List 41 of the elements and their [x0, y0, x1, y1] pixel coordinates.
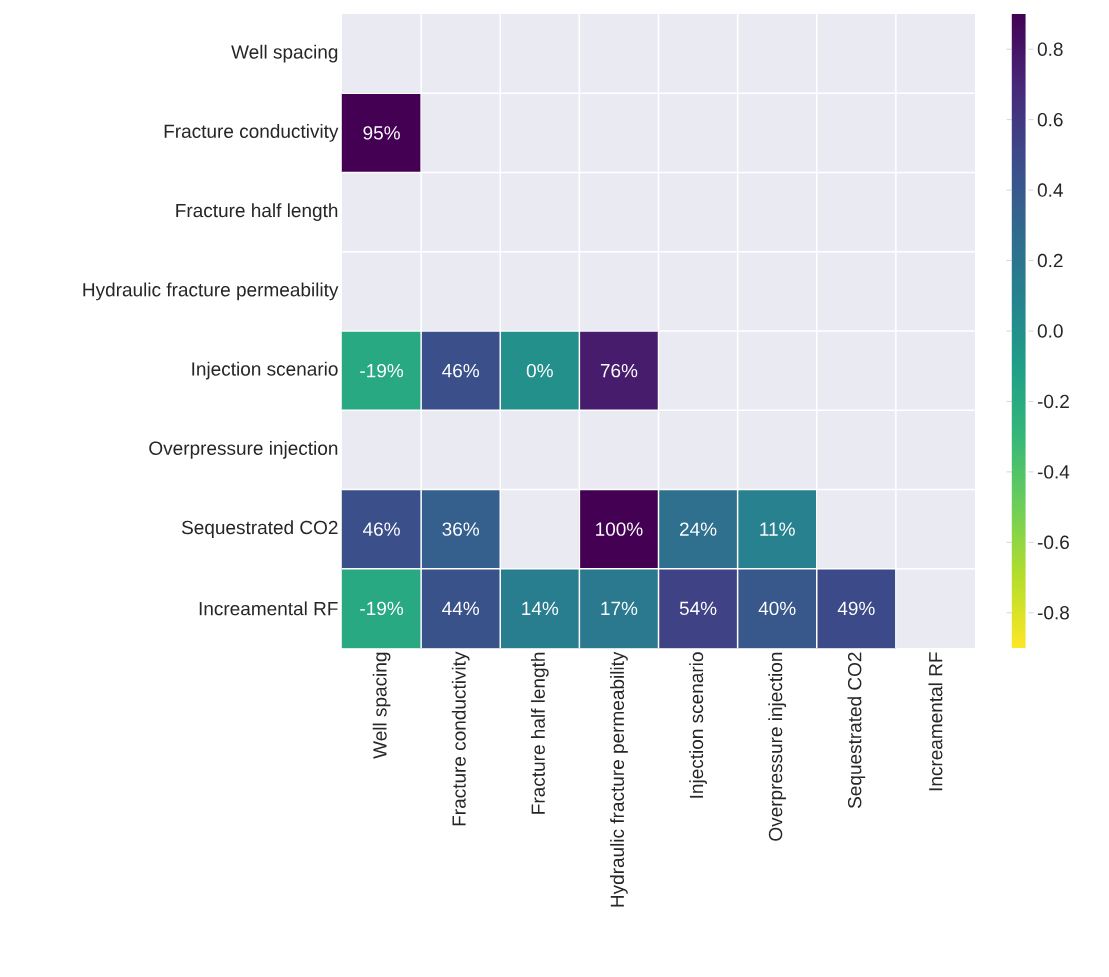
data-label: 100%: [596, 522, 643, 536]
data-label: -19%: [360, 363, 404, 378]
data-label: 54%: [679, 601, 717, 616]
color-bar-label: -0.2: [1037, 394, 1069, 409]
color-bar-label: 0.2: [1037, 253, 1063, 268]
y-tick-label: Hydraulic fracture permeability: [83, 282, 339, 301]
x-tick-label: Fracture half length: [530, 652, 549, 814]
data-label: 46%: [442, 363, 480, 378]
x-tick-label: Hydraulic fracture permeability: [610, 651, 628, 907]
x-tick-label: Sequestrated CO2: [847, 652, 866, 809]
color-bar-label: 0.8: [1037, 42, 1063, 56]
data-label: 49%: [837, 601, 875, 616]
data-label: 36%: [442, 522, 480, 536]
data-label: 24%: [680, 522, 717, 536]
data-label: 40%: [758, 601, 796, 616]
x-tick-label: Fracture conductivity: [451, 651, 470, 826]
y-tick-label: Fracture conductivity: [164, 124, 339, 142]
y-tick-label: Overpressure injection: [149, 441, 338, 459]
data-label: 44%: [442, 601, 480, 616]
y-tick-label: Fracture half length: [176, 203, 338, 221]
x-tick-label: Overpressure injection: [768, 652, 787, 841]
data-label: 0%: [526, 363, 553, 378]
data-label: 76%: [600, 363, 638, 378]
color-bar-label: 0.4: [1037, 183, 1063, 197]
data-label: 14%: [522, 601, 559, 616]
x-tick-label: Injection scenario: [689, 652, 707, 798]
data-label: 46%: [362, 522, 400, 536]
y-tick-label: Injection scenario: [192, 361, 338, 380]
color-bar-label: 0.6: [1037, 112, 1063, 127]
data-label: 17%: [601, 601, 638, 616]
y-tick-label: Increamental RF: [199, 601, 338, 616]
y-tick-label: Well spacing: [231, 44, 338, 63]
data-label: 95%: [363, 126, 400, 140]
color-bar-label: -0.8: [1037, 606, 1069, 620]
color-bar-label: -0.6: [1037, 535, 1069, 550]
data-label: 11%: [760, 522, 795, 536]
y-tick-label: Sequestrated CO2: [181, 520, 338, 538]
x-tick-label: Increamental RF: [928, 652, 943, 791]
data-label: -19%: [360, 601, 404, 616]
color-bar-label: -0.4: [1037, 465, 1070, 479]
color-bar-label: 0.0: [1037, 324, 1063, 338]
